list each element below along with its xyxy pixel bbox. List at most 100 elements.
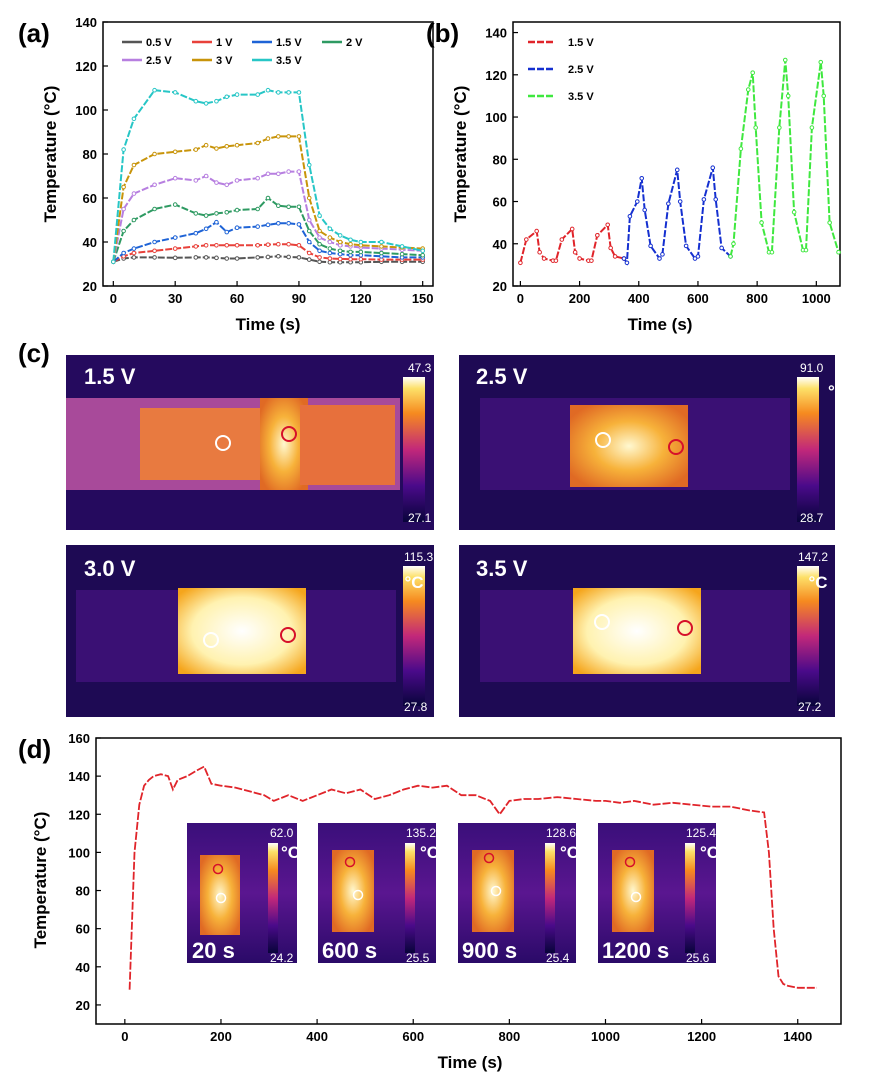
data-point xyxy=(265,87,271,93)
data-point xyxy=(193,98,199,104)
colorbar-max: 125.4 xyxy=(686,826,716,840)
series-line-3V xyxy=(112,135,423,262)
x-tick-label: 60 xyxy=(230,291,244,306)
data-point xyxy=(131,217,137,223)
legend-label: 1.5 V xyxy=(568,37,594,49)
thermal-image-2-5v: 2.5 V 91.0 28.7 °C xyxy=(459,355,847,530)
data-point xyxy=(286,90,291,95)
data-point xyxy=(203,226,209,232)
data-point xyxy=(152,206,157,212)
inset-1200s: 125.4 25.6 °C 1200 s xyxy=(598,823,719,965)
thermal-label: 3.0 V xyxy=(84,556,136,581)
chart-a-legend: 0.5 V 1 V 1.5 V 2 V 2.5 V 3 V 3.5 V xyxy=(122,37,363,67)
data-point xyxy=(337,256,343,262)
colorbar-min: 25.6 xyxy=(686,951,710,965)
crosshair-red-icon xyxy=(677,620,693,636)
data-point xyxy=(608,245,613,251)
y-tick-label: 80 xyxy=(493,152,507,167)
colorbar-min: 27.8 xyxy=(404,700,428,714)
data-point xyxy=(524,237,529,242)
data-point xyxy=(152,151,157,157)
chart-b-frame xyxy=(512,21,841,287)
inset-time-label: 20 s xyxy=(192,938,235,963)
series-line-2.5V xyxy=(623,167,732,266)
data-point xyxy=(234,142,240,148)
data-point xyxy=(750,70,756,75)
data-point xyxy=(634,199,640,204)
x-tick-label: 200 xyxy=(569,291,591,306)
unit-label: °C xyxy=(404,573,423,592)
colorbar-min: 24.2 xyxy=(270,951,294,965)
data-point xyxy=(265,254,271,260)
y-tick-label: 160 xyxy=(68,731,90,746)
y-tick-label: 140 xyxy=(485,26,507,41)
chart-a-ylabel: Temperature (°C) xyxy=(41,86,60,223)
colorbar-max: 135.2 xyxy=(406,826,436,840)
data-point xyxy=(639,175,645,181)
inset-hotspot xyxy=(332,850,374,932)
data-point xyxy=(358,239,364,245)
data-point xyxy=(701,197,707,202)
data-point xyxy=(203,101,209,106)
data-point xyxy=(265,222,271,228)
colorbar-max: 91.0 xyxy=(800,361,824,375)
x-tick-label: 1200 xyxy=(687,1029,716,1044)
data-point xyxy=(234,92,240,97)
unit-label: °C xyxy=(700,843,719,862)
data-point xyxy=(131,246,137,251)
inset-hotspot xyxy=(472,850,514,932)
data-point xyxy=(785,93,791,99)
data-point xyxy=(172,255,178,261)
data-point xyxy=(152,182,157,188)
thermal-image-1-5v: 1.5 V 47.3 27.1 °C xyxy=(66,355,453,530)
x-tick-label: 800 xyxy=(746,291,768,306)
data-point xyxy=(214,219,219,225)
inset-time-label: 1200 s xyxy=(602,938,669,963)
y-tick-label: 60 xyxy=(83,191,97,206)
data-point xyxy=(327,235,333,240)
data-point xyxy=(621,256,627,261)
x-tick-label: 1000 xyxy=(802,291,831,306)
data-point xyxy=(666,201,671,206)
colorbar xyxy=(403,377,425,522)
data-point xyxy=(306,250,312,256)
crosshair-white-icon xyxy=(490,885,502,897)
data-point xyxy=(306,228,312,234)
data-point xyxy=(193,178,199,183)
x-tick-label: 120 xyxy=(350,291,372,306)
y-tick-label: 120 xyxy=(75,59,97,74)
data-point xyxy=(121,184,126,190)
colorbar xyxy=(545,843,555,953)
data-point xyxy=(255,206,260,212)
x-tick-label: 0 xyxy=(121,1029,128,1044)
legend-label: 0.5 V xyxy=(146,37,172,49)
data-point xyxy=(131,255,137,260)
data-point xyxy=(265,136,271,141)
data-point xyxy=(286,254,291,260)
data-point xyxy=(731,241,736,247)
data-point xyxy=(121,228,126,234)
data-point xyxy=(719,245,724,251)
data-point xyxy=(317,213,322,218)
data-point xyxy=(172,90,178,95)
unit-label: °C xyxy=(281,843,300,862)
y-tick-label: 40 xyxy=(493,237,507,252)
y-tick-label: 20 xyxy=(76,998,90,1013)
data-point xyxy=(172,175,178,181)
data-point xyxy=(399,244,405,249)
series-line-2V xyxy=(112,196,423,263)
data-point xyxy=(677,199,683,204)
data-point xyxy=(358,249,364,255)
chart-b-ylabel: Temperature (°C) xyxy=(451,86,470,223)
data-point xyxy=(728,254,733,259)
data-point xyxy=(317,241,322,247)
data-point xyxy=(286,134,291,139)
data-point xyxy=(234,207,240,213)
crosshair-red-icon xyxy=(212,863,224,875)
data-point xyxy=(131,116,137,122)
crosshair-red-icon xyxy=(668,439,684,455)
data-point xyxy=(214,211,219,216)
data-point xyxy=(777,125,782,130)
data-point xyxy=(745,87,751,92)
